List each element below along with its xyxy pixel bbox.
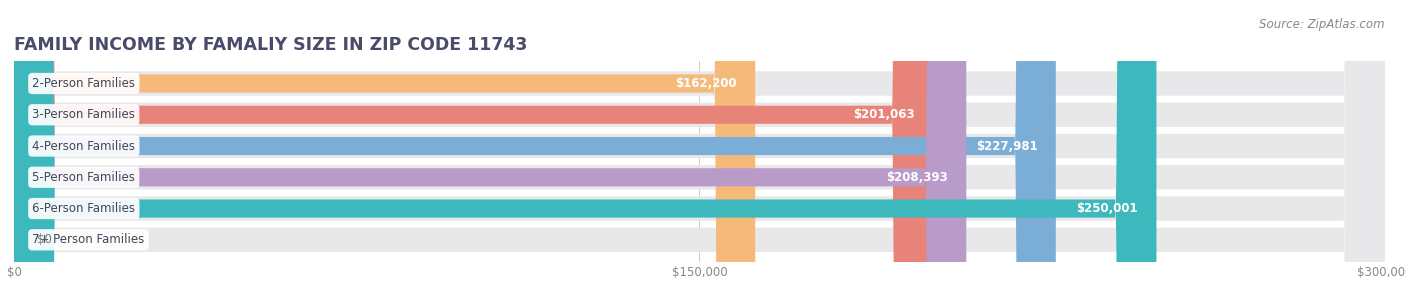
Text: $162,200: $162,200 <box>675 77 737 90</box>
FancyBboxPatch shape <box>14 0 1385 305</box>
Text: 2-Person Families: 2-Person Families <box>32 77 135 90</box>
Text: 6-Person Families: 6-Person Families <box>32 202 135 215</box>
Text: $250,001: $250,001 <box>1077 202 1139 215</box>
Text: 5-Person Families: 5-Person Families <box>32 171 135 184</box>
FancyBboxPatch shape <box>14 0 755 305</box>
Text: $208,393: $208,393 <box>886 171 948 184</box>
Text: Source: ZipAtlas.com: Source: ZipAtlas.com <box>1260 18 1385 31</box>
FancyBboxPatch shape <box>14 0 1385 305</box>
FancyBboxPatch shape <box>14 0 1385 305</box>
FancyBboxPatch shape <box>14 0 1056 305</box>
FancyBboxPatch shape <box>14 0 966 305</box>
Text: 7+ Person Families: 7+ Person Families <box>32 233 145 246</box>
Text: $227,981: $227,981 <box>976 139 1038 152</box>
FancyBboxPatch shape <box>14 0 1385 305</box>
Text: 4-Person Families: 4-Person Families <box>32 139 135 152</box>
Text: $0: $0 <box>37 233 52 246</box>
Text: FAMILY INCOME BY FAMALIY SIZE IN ZIP CODE 11743: FAMILY INCOME BY FAMALIY SIZE IN ZIP COD… <box>14 36 527 54</box>
FancyBboxPatch shape <box>14 0 1157 305</box>
Text: 3-Person Families: 3-Person Families <box>32 108 135 121</box>
Text: $201,063: $201,063 <box>853 108 914 121</box>
FancyBboxPatch shape <box>14 0 1385 305</box>
FancyBboxPatch shape <box>14 0 932 305</box>
FancyBboxPatch shape <box>14 0 1385 305</box>
